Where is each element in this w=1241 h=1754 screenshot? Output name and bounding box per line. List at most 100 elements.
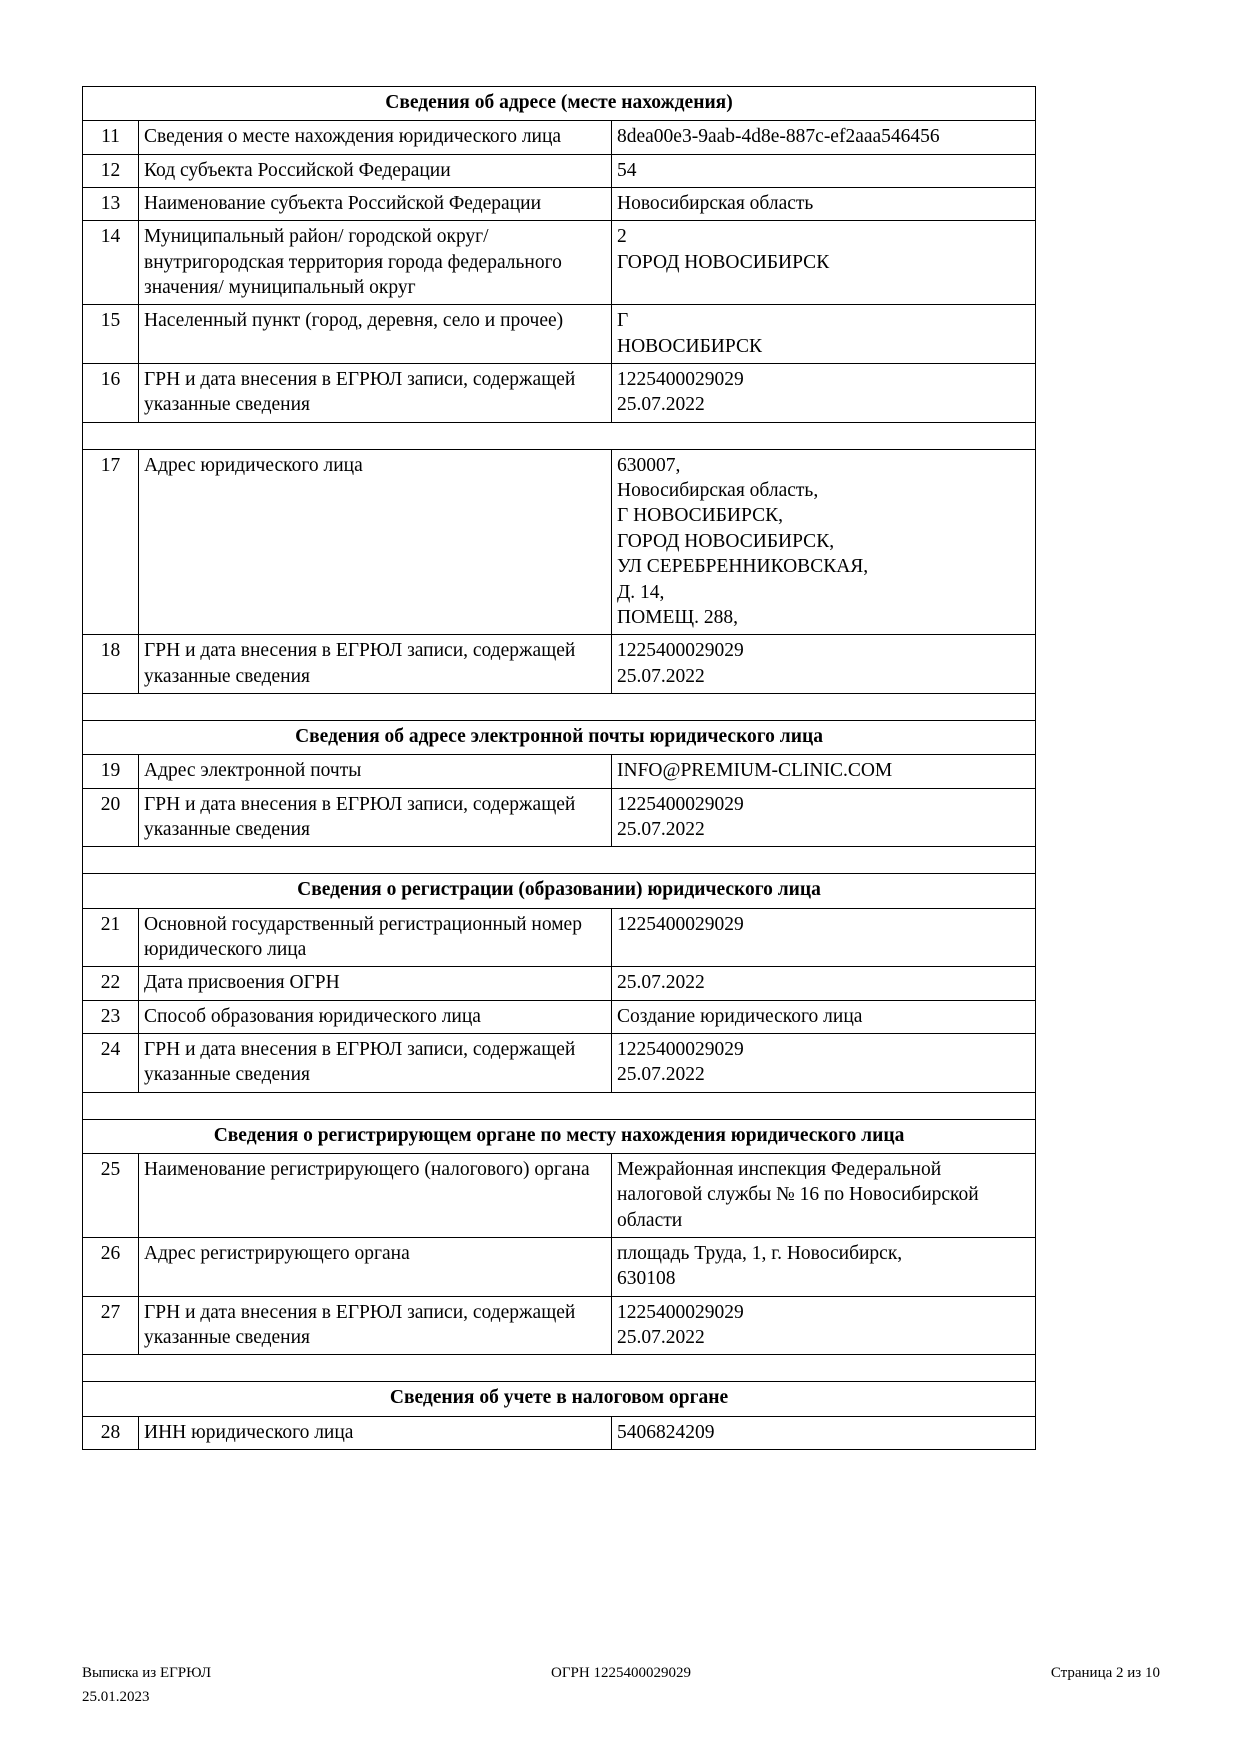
row-number: 17 bbox=[82, 448, 139, 636]
row-number: 20 bbox=[82, 787, 139, 848]
row-value-line: ПОМЕЩ. 288, bbox=[617, 606, 738, 628]
row-value-line: 25.07.2022 bbox=[617, 1064, 705, 1086]
table-spacer-row bbox=[81, 692, 1037, 721]
row-value: 1225400029029 25.07.2022 bbox=[610, 634, 1037, 694]
row-label: Дата присвоения ОГРН bbox=[138, 966, 612, 1001]
section-heading: Сведения об адресе (месте нахождения) bbox=[81, 85, 1037, 122]
row-label: Основной государственный регистрационный… bbox=[138, 907, 612, 968]
row-value: Г НОВОСИБИРСК bbox=[610, 304, 1037, 365]
table-spacer-row bbox=[81, 1091, 1037, 1120]
row-value-line: 1225400029029 bbox=[617, 640, 744, 662]
section-heading-row: Сведения об адресе электронной почты юри… bbox=[81, 719, 1037, 756]
row-value-line: Г НОВОСИБИРСК, bbox=[617, 505, 783, 527]
row-value: 2 ГОРОД НОВОСИБИРСК bbox=[610, 220, 1037, 306]
row-label: ИНН юридического лица bbox=[138, 1415, 612, 1451]
table-row: 24 ГРН и дата внесения в ЕГРЮЛ записи, со… bbox=[82, 1032, 1037, 1093]
row-label: Код субъекта Российской Федерации bbox=[138, 153, 612, 189]
row-label: ГРН и дата внесения в ЕГРЮЛ записи, соде… bbox=[138, 363, 612, 423]
row-value: 8dea00e3-9aab-4d8e-887c-ef2aaa546456 bbox=[610, 120, 1037, 155]
row-number: 13 bbox=[82, 187, 139, 222]
row-value: INFO@PREMIUM-CLINIC.COM bbox=[610, 754, 1037, 789]
table-body: Сведения об адресе (месте нахождения) 11 С… bbox=[81, 85, 1037, 1451]
row-number: 22 bbox=[82, 966, 139, 1001]
row-value-line: 5406824209 bbox=[617, 1421, 715, 1443]
row-number: 12 bbox=[82, 153, 139, 189]
row-number: 15 bbox=[82, 304, 139, 365]
table-spacer-cell bbox=[81, 846, 1037, 875]
footer-left-block: Выписка из ЕГРЮЛ 25.01.2023 bbox=[82, 1663, 438, 1709]
row-value: 5406824209 bbox=[610, 1415, 1037, 1451]
section-heading: Сведения об адресе электронной почты юри… bbox=[81, 719, 1037, 756]
row-value-line: 1225400029029 bbox=[617, 1038, 744, 1060]
row-number: 24 bbox=[82, 1032, 139, 1093]
row-label: Адрес регистрирующего органа bbox=[138, 1237, 612, 1297]
row-label: ГРН и дата внесения в ЕГРЮЛ записи, соде… bbox=[138, 1032, 612, 1093]
row-number: 21 bbox=[82, 907, 139, 968]
table-spacer-cell bbox=[81, 1091, 1037, 1120]
table-row: 25 Наименование регистрирующего (налогово… bbox=[82, 1152, 1037, 1239]
table-row: 15 Населенный пункт (город, деревня, село… bbox=[82, 304, 1037, 365]
section-heading: Сведения о регистрирующем органе по мест… bbox=[81, 1118, 1037, 1155]
table-row: 22 Дата присвоения ОГРН 25.07.2022 bbox=[82, 966, 1037, 1001]
row-value-line: УЛ СЕРЕБРЕННИКОВСКАЯ, bbox=[617, 556, 869, 578]
row-number: 11 bbox=[82, 120, 139, 155]
table-spacer-row bbox=[81, 1354, 1037, 1383]
table-row: 19 Адрес электронной почты INFO@PREMIUM-CL… bbox=[82, 754, 1037, 789]
table-row: 16 ГРН и дата внесения в ЕГРЮЛ записи, со… bbox=[82, 363, 1037, 423]
row-label: Наименование регистрирующего (налогового… bbox=[138, 1152, 612, 1239]
row-value-line: 25.07.2022 bbox=[617, 665, 705, 687]
section-heading: Сведения об учете в налоговом органе bbox=[81, 1381, 1037, 1417]
row-value-line: Новосибирская область bbox=[617, 193, 814, 215]
footer-ogrn: ОГРН 1225400029029 bbox=[551, 1665, 691, 1681]
row-number: 27 bbox=[82, 1295, 139, 1356]
section-heading: Сведения о регистрации (образовании) юри… bbox=[81, 873, 1037, 909]
row-label: Населенный пункт (город, деревня, село и… bbox=[138, 304, 612, 365]
section-heading-row: Сведения о регистрирующем органе по мест… bbox=[81, 1118, 1037, 1155]
row-value: 1225400029029 25.07.2022 bbox=[610, 1295, 1037, 1356]
row-number: 16 bbox=[82, 363, 139, 423]
row-value-line: INFO@PREMIUM-CLINIC.COM bbox=[617, 760, 893, 782]
row-value-line: 1225400029029 bbox=[617, 1301, 744, 1323]
row-value-line: 630007, bbox=[617, 454, 681, 476]
row-value-line: 25.07.2022 bbox=[617, 394, 705, 416]
row-label: Адрес электронной почты bbox=[138, 754, 612, 789]
row-number: 14 bbox=[82, 220, 139, 306]
row-value-line: Новосибирская область, bbox=[617, 480, 819, 502]
row-number: 26 bbox=[82, 1237, 139, 1297]
table-row: 13 Наименование субъекта Российской Федер… bbox=[82, 187, 1037, 222]
row-value-line: НОВОСИБИРСК bbox=[617, 335, 762, 357]
row-label: ГРН и дата внесения в ЕГРЮЛ записи, соде… bbox=[138, 1295, 612, 1356]
table-row: 17 Адрес юридического лица 630007, Новосиби… bbox=[82, 448, 1037, 636]
page-footer: Выписка из ЕГРЮЛ 25.01.2023 ОГРН 1225400… bbox=[82, 1663, 1160, 1709]
row-value-line: 25.07.2022 bbox=[617, 818, 705, 840]
row-value-line: Д. 14, bbox=[617, 581, 665, 603]
row-value-line: Создание юридического лица bbox=[617, 1005, 863, 1027]
table-row: 12 Код субъекта Российской Федерации 54 bbox=[82, 153, 1037, 189]
table-row: 21 Основной государственный регистрационн… bbox=[82, 907, 1037, 968]
row-value-line: Г bbox=[617, 310, 629, 332]
row-value-line: площадь Труда, 1, г. Новосибирск, bbox=[617, 1243, 903, 1265]
row-value-line: 8dea00e3-9aab-4d8e-887c-ef2aaa546456 bbox=[617, 126, 940, 148]
row-number: 25 bbox=[82, 1152, 139, 1239]
row-number: 18 bbox=[82, 634, 139, 694]
row-value-line: 25.07.2022 bbox=[617, 1327, 705, 1349]
row-value-line: 2 bbox=[617, 226, 627, 248]
table-row: 23 Способ образования юридического лица Со… bbox=[82, 999, 1037, 1034]
row-value-line: 630108 bbox=[617, 1268, 676, 1290]
row-value: 1225400029029 25.07.2022 bbox=[610, 1032, 1037, 1093]
row-label: Способ образования юридического лица bbox=[138, 999, 612, 1034]
table-spacer-cell bbox=[81, 692, 1037, 721]
row-value: 1225400029029 bbox=[610, 907, 1037, 968]
row-number: 19 bbox=[82, 754, 139, 789]
section-heading-row: Сведения об адресе (месте нахождения) bbox=[81, 85, 1037, 122]
row-value: Межрайонная инспекция Федеральной налого… bbox=[610, 1152, 1037, 1239]
table-row: 11 Сведения о месте нахождения юридическо… bbox=[82, 120, 1037, 155]
row-value-line: ГОРОД НОВОСИБИРСК, bbox=[617, 530, 835, 552]
row-value-line: Межрайонная инспекция Федеральной налого… bbox=[617, 1159, 979, 1231]
row-value-line: 25.07.2022 bbox=[617, 972, 705, 994]
table-row: 27 ГРН и дата внесения в ЕГРЮЛ записи, со… bbox=[82, 1295, 1037, 1356]
table-row: 14 Муниципальный район/ городской округ/ … bbox=[82, 220, 1037, 306]
row-number: 28 bbox=[82, 1415, 139, 1451]
row-label: ГРН и дата внесения в ЕГРЮЛ записи, соде… bbox=[138, 787, 612, 848]
table-row: 18 ГРН и дата внесения в ЕГРЮЛ записи, со… bbox=[82, 634, 1037, 694]
